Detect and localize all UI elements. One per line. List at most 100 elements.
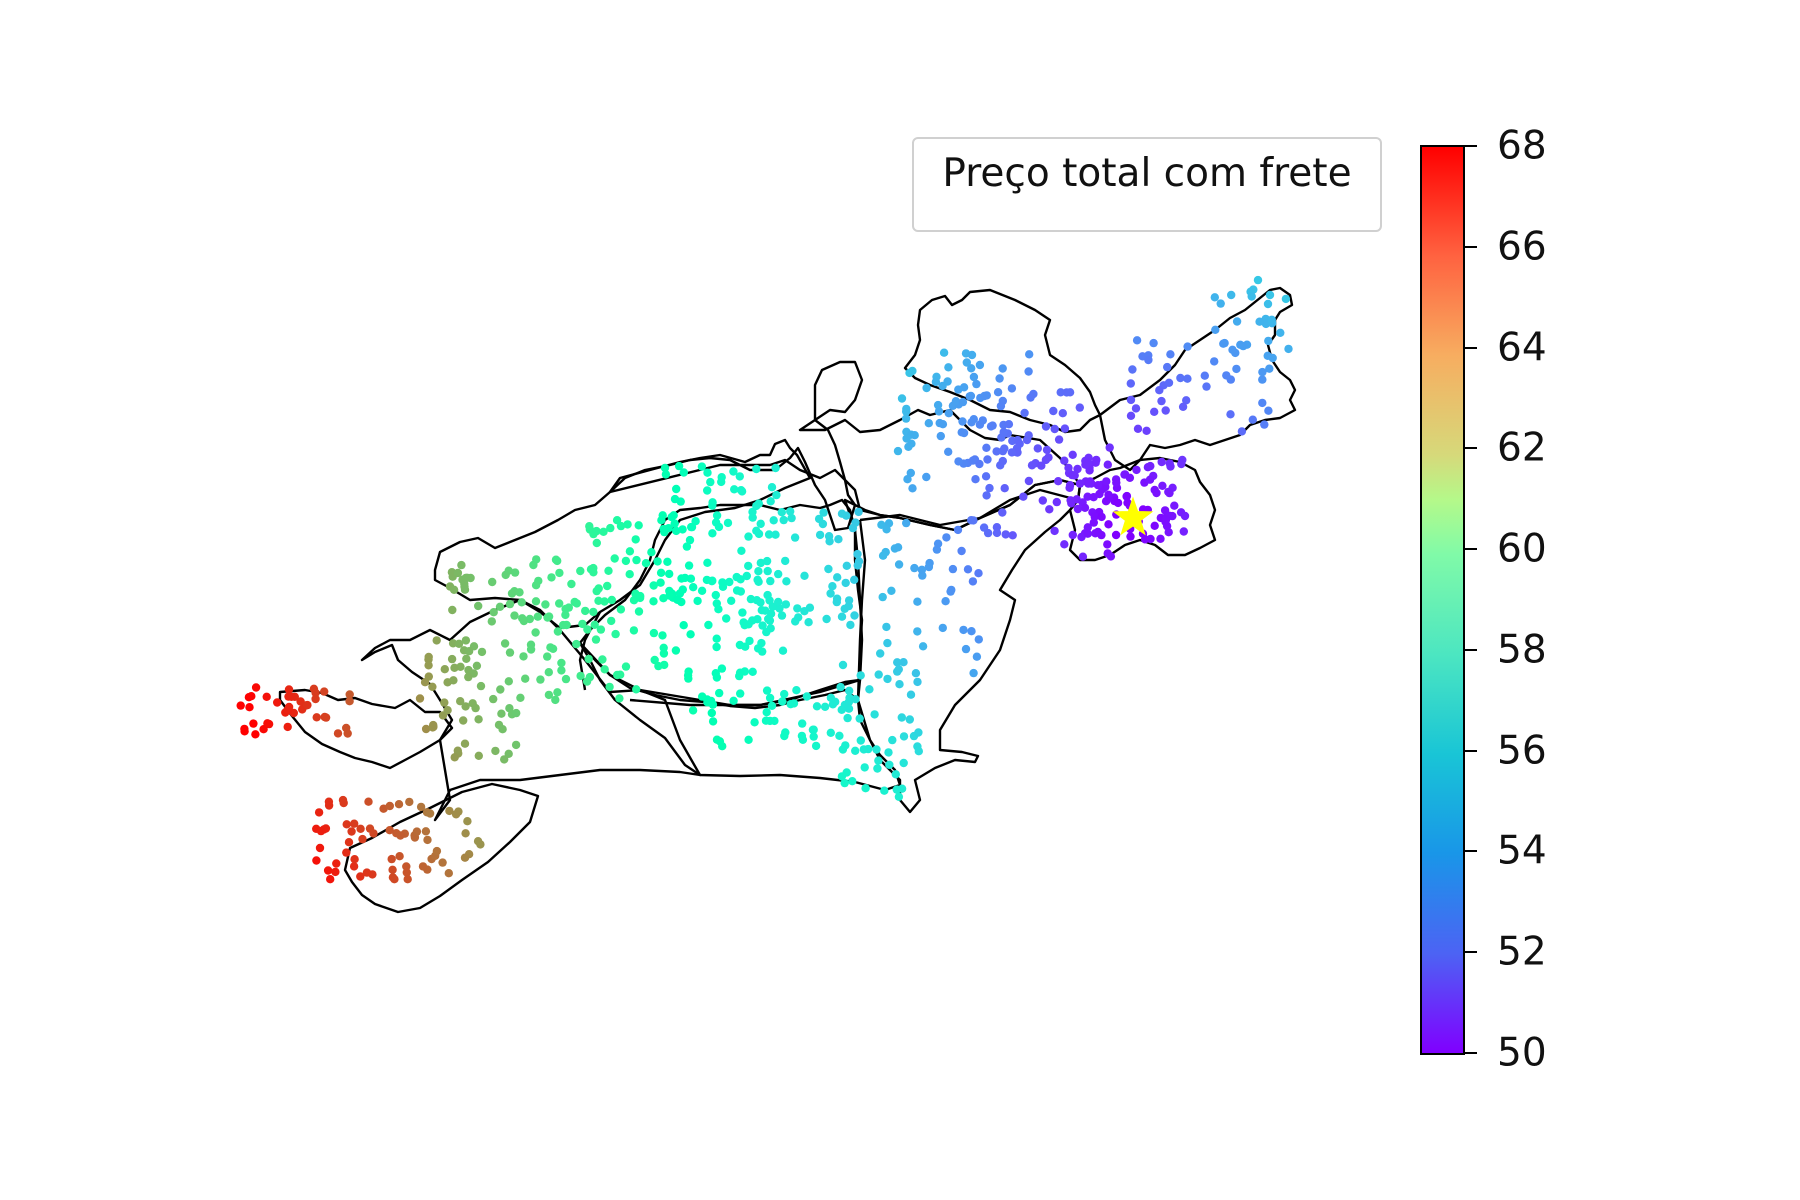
price-point (1075, 479, 1085, 488)
price-point (1265, 290, 1275, 300)
price-point (1260, 420, 1269, 429)
price-point (996, 401, 1006, 411)
price-point (762, 708, 771, 717)
price-point (1093, 527, 1103, 537)
price-point (1220, 338, 1229, 348)
colorbar-tick-label: 68 (1497, 123, 1547, 169)
price-point (897, 394, 907, 403)
price-point (735, 472, 744, 481)
price-point (1084, 479, 1093, 488)
price-point (762, 686, 772, 695)
price-point (553, 556, 562, 566)
price-point (1090, 512, 1099, 521)
price-point (464, 672, 473, 682)
colorbar-tick (1465, 447, 1477, 450)
price-point (999, 427, 1008, 437)
price-point (510, 611, 519, 620)
price-point (913, 627, 922, 636)
price-point (342, 848, 351, 857)
price-point (462, 654, 471, 663)
price-point (457, 560, 466, 570)
price-point (874, 756, 883, 765)
price-point (758, 621, 767, 630)
price-point (342, 820, 351, 829)
price-point (625, 547, 635, 556)
price-point (496, 685, 505, 694)
price-point (708, 498, 717, 507)
price-point (477, 647, 487, 657)
price-point (1103, 460, 1113, 469)
price-point (848, 777, 857, 786)
price-point (1091, 458, 1100, 467)
price-point (1132, 465, 1141, 475)
price-point (707, 708, 716, 718)
price-point (659, 649, 669, 658)
price-point (951, 397, 961, 406)
price-point (1068, 450, 1077, 459)
price-point (424, 672, 433, 681)
price-point (418, 862, 428, 871)
price-point (824, 564, 833, 574)
colorbar-tick (1465, 951, 1477, 954)
price-point (819, 508, 828, 517)
price-point (600, 597, 609, 606)
price-point (792, 686, 801, 695)
price-point (1165, 459, 1174, 468)
price-point (461, 829, 470, 838)
price-point (1122, 492, 1131, 501)
price-point (861, 784, 870, 793)
price-point (1261, 319, 1271, 329)
price-point (826, 693, 836, 702)
price-point (913, 597, 922, 606)
region-inner-divider-d (629, 678, 861, 707)
price-point (1258, 375, 1267, 384)
price-point (992, 528, 1002, 538)
price-point (682, 542, 692, 551)
price-point (942, 533, 951, 542)
price-point (672, 526, 681, 536)
price-point (725, 577, 734, 587)
colorbar-tick (1465, 648, 1477, 651)
price-point (822, 614, 831, 624)
price-point (387, 854, 396, 864)
price-point (547, 573, 556, 582)
price-point (396, 831, 405, 840)
price-point (1103, 549, 1112, 558)
price-point (445, 806, 454, 816)
price-point (958, 397, 968, 407)
price-point (526, 645, 536, 654)
price-point (500, 755, 509, 764)
price-point (661, 470, 671, 479)
price-point (1183, 342, 1192, 351)
price-point (674, 461, 684, 471)
price-point (872, 745, 881, 754)
price-point (464, 647, 474, 656)
price-point (882, 525, 891, 534)
price-point (1232, 317, 1242, 326)
price-point (876, 649, 885, 658)
price-point (1089, 493, 1098, 502)
price-point (405, 797, 414, 807)
price-point (453, 746, 462, 755)
price-point (448, 605, 457, 615)
price-point (1104, 490, 1113, 499)
price-point (746, 594, 756, 604)
price-point (762, 627, 771, 637)
price-point (314, 808, 324, 817)
price-point (880, 786, 889, 795)
price-point (802, 692, 812, 701)
price-point (605, 682, 614, 692)
price-point (763, 566, 772, 576)
price-point (824, 532, 834, 541)
price-point (1222, 371, 1231, 380)
price-point (982, 391, 991, 400)
price-point (679, 621, 688, 630)
price-point (1284, 344, 1293, 354)
price-point (311, 694, 320, 704)
colorbar-tick-label: 66 (1497, 224, 1547, 270)
price-point (1158, 481, 1167, 490)
price-point (714, 605, 723, 614)
price-point (844, 596, 854, 605)
price-point (1015, 439, 1024, 448)
price-point (902, 434, 911, 443)
